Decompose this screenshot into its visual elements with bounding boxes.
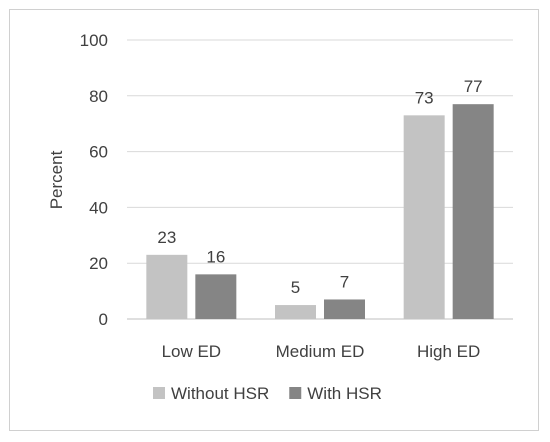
legend-swatch — [289, 387, 302, 399]
x-category-label: High ED — [417, 342, 480, 361]
bar-with-hsr-low-ed — [195, 274, 237, 319]
y-tick-label: 60 — [89, 143, 108, 162]
gridlines — [127, 39, 513, 320]
legend-swatch — [153, 387, 165, 399]
y-tick-label: 40 — [89, 198, 108, 217]
bar-with-hsr-high-ed — [452, 104, 494, 319]
legend: Without HSR With HSR — [153, 384, 382, 403]
y-tick-label: 20 — [89, 254, 108, 273]
y-axis-ticks: 0 20 40 60 80 100 — [80, 31, 108, 329]
data-label: 73 — [415, 88, 434, 107]
data-label: 23 — [157, 228, 176, 247]
y-axis-title: Percent — [47, 150, 66, 209]
y-tick-label: 0 — [99, 310, 108, 329]
bar-without-hsr-low-ed — [146, 254, 188, 319]
legend-label: With HSR — [307, 384, 382, 403]
y-tick-label: 100 — [80, 31, 108, 50]
x-category-label: Low ED — [162, 342, 222, 361]
legend-label: Without HSR — [171, 384, 269, 403]
data-label: 16 — [206, 247, 225, 266]
data-labels: 23 16 5 7 73 77 — [157, 77, 482, 297]
data-label: 77 — [464, 77, 483, 96]
x-axis-categories: Low ED Medium ED High ED — [162, 342, 481, 361]
chart-frame — [9, 9, 539, 431]
bars — [146, 104, 494, 319]
bar-with-hsr-medium-ed — [324, 299, 365, 319]
x-category-label: Medium ED — [276, 342, 365, 361]
bar-without-hsr-high-ed — [403, 115, 445, 319]
bar-without-hsr-medium-ed — [275, 305, 316, 319]
data-label: 5 — [291, 278, 300, 297]
data-label: 7 — [340, 272, 349, 291]
y-tick-label: 80 — [89, 87, 108, 106]
